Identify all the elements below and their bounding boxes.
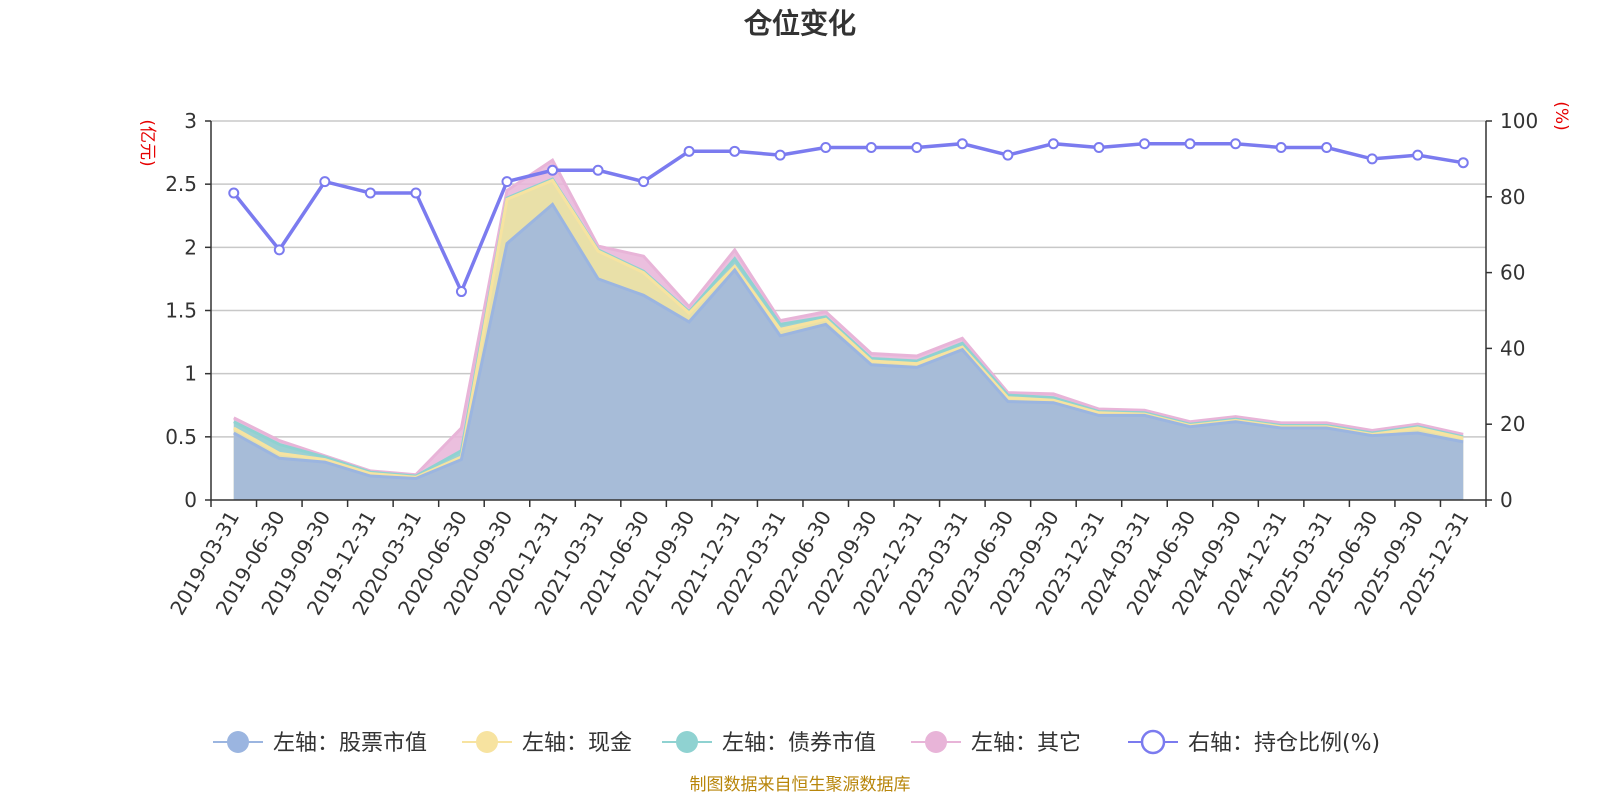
data-source-note: 制图数据来自恒生聚源数据库	[690, 775, 911, 795]
ratio-point	[1321, 142, 1333, 154]
left-tick-label: 0	[184, 488, 197, 512]
ratio-line	[232, 141, 1464, 296]
ratio-point	[638, 176, 650, 188]
left-tick-label: 1.5	[165, 299, 197, 323]
left-tick-label: 0.5	[165, 425, 197, 449]
left-tick-label: 3	[184, 109, 197, 133]
area-edge-左轴：其它	[233, 158, 1464, 477]
legend-marker	[476, 731, 498, 753]
right-tick-label: 40	[1500, 336, 1525, 360]
ratio-point	[1457, 157, 1469, 169]
ratio-point	[729, 145, 741, 157]
left-tick-label: 2.5	[165, 172, 197, 196]
ratio-point	[273, 244, 285, 256]
right-tick-label: 60	[1500, 261, 1525, 285]
legend-marker	[925, 731, 947, 753]
ratio-point	[1230, 138, 1242, 150]
right-tick-label: 20	[1500, 412, 1525, 436]
left-axis-unit: (亿元)	[137, 119, 157, 166]
ratio-point	[1002, 149, 1014, 161]
legend-label: 左轴：股票市值	[273, 731, 427, 756]
ratio-point	[592, 164, 604, 176]
ratio-point	[1366, 153, 1378, 165]
ratio-point	[410, 187, 422, 199]
legend: 左轴：股票市值 左轴：现金 左轴：债券市值 左轴：其它 右轴：持仓比例(%)	[213, 729, 1380, 756]
ratio-point	[228, 187, 240, 199]
right-tick-label: 80	[1500, 185, 1525, 209]
ratio-point	[1093, 142, 1105, 154]
ratio-point	[1184, 138, 1196, 150]
ratio-point	[911, 142, 923, 154]
ratio-point	[1275, 142, 1287, 154]
ratio-point	[774, 149, 786, 161]
right-tick-label: 100	[1500, 109, 1538, 133]
ratio-point	[865, 142, 877, 154]
legend-label: 左轴：其它	[971, 731, 1081, 756]
right-tick-label: 0	[1500, 488, 1513, 512]
legend-marker	[227, 731, 249, 753]
left-tick-label: 2	[184, 235, 197, 259]
ratio-point	[501, 176, 513, 188]
ratio-point	[364, 187, 376, 199]
legend-marker	[1140, 729, 1166, 755]
legend-label: 右轴：持仓比例(%)	[1188, 731, 1380, 756]
area-左轴：股票市值	[233, 204, 1464, 500]
area-edge-左轴：股票市值	[233, 202, 1464, 481]
ratio-point	[1412, 149, 1424, 161]
legend-label: 左轴：债券市值	[722, 731, 876, 756]
ratio-point	[455, 286, 467, 298]
right-axis-unit: (%)	[1551, 101, 1571, 130]
stacked-areas	[233, 158, 1464, 500]
ratio-point	[319, 176, 331, 188]
position-ratio-line	[228, 138, 1469, 298]
ratio-point	[1138, 138, 1150, 150]
ratio-point	[1047, 138, 1059, 150]
left-tick-label: 1	[184, 362, 197, 386]
chart-title: 仓位变化	[744, 7, 856, 40]
ratio-point	[956, 138, 968, 150]
ratio-point	[547, 164, 559, 176]
legend-marker	[676, 731, 698, 753]
ratio-point	[820, 142, 832, 154]
ratio-point	[683, 145, 695, 157]
legend-label: 左轴：现金	[522, 731, 632, 756]
